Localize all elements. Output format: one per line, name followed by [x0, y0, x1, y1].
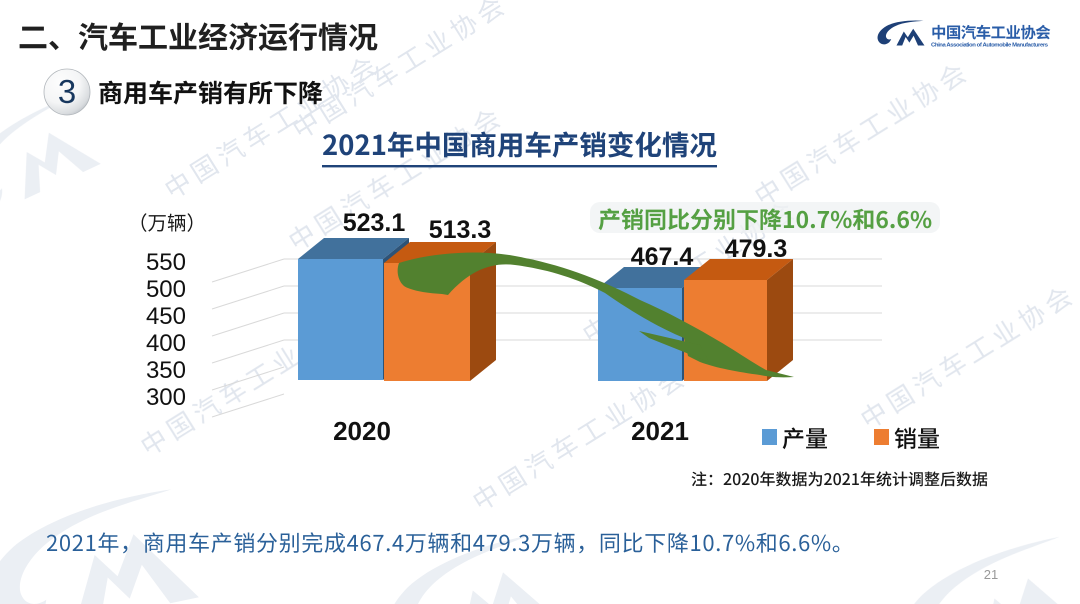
svg-text:467.4: 467.4	[631, 243, 694, 271]
svg-text:400: 400	[146, 330, 186, 357]
svg-text:2020: 2020	[333, 416, 391, 446]
svg-text:523.1: 523.1	[343, 209, 406, 237]
svg-text:21: 21	[984, 567, 998, 582]
svg-text:China Association of Automobil: China Association of Automobile Manufact…	[931, 43, 1049, 49]
svg-text:513.3: 513.3	[429, 216, 492, 244]
svg-text:2021: 2021	[631, 416, 689, 446]
svg-text:350: 350	[146, 357, 186, 384]
svg-text:3: 3	[58, 73, 76, 110]
svg-text:450: 450	[146, 303, 186, 330]
svg-text:500: 500	[146, 276, 186, 303]
svg-text:479.3: 479.3	[725, 235, 788, 263]
svg-text:300: 300	[146, 384, 186, 411]
svg-text:550: 550	[146, 249, 186, 276]
